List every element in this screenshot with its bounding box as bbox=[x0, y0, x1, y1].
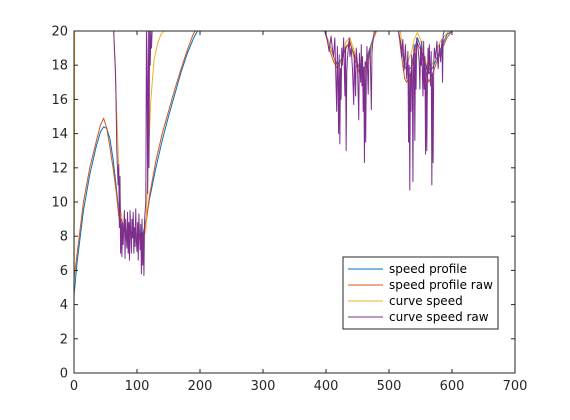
series-layer bbox=[73, 30, 515, 374]
x-tick-label: 200 bbox=[188, 379, 213, 394]
x-tick-label: 100 bbox=[125, 379, 150, 394]
x-tick-label: 400 bbox=[314, 379, 339, 394]
y-tick-label: 0 bbox=[60, 367, 68, 382]
x-tick-label: 700 bbox=[503, 379, 528, 394]
y-tick-label: 18 bbox=[51, 59, 68, 74]
x-tick-label: 0 bbox=[70, 379, 78, 394]
legend-label-curve-speed: curve speed bbox=[389, 294, 463, 308]
y-tick-label: 4 bbox=[60, 298, 68, 313]
legend-label-curve-speed-raw: curve speed raw bbox=[389, 310, 489, 324]
x-tick-label: 300 bbox=[251, 379, 276, 394]
y-tick-label: 14 bbox=[51, 127, 68, 142]
y-tick-label: 12 bbox=[51, 161, 68, 176]
y-tick-label: 8 bbox=[60, 230, 68, 245]
x-tick-label: 500 bbox=[377, 379, 402, 394]
y-tick-label: 20 bbox=[51, 25, 68, 40]
x-tick-label: 600 bbox=[440, 379, 465, 394]
tick-layer: 0 100 200 300 400 500 600 700 0 2 4 6 8 10 12 14 16 18 20 bbox=[51, 25, 527, 395]
legend: speed profile speed profile raw curve spee… bbox=[342, 256, 499, 330]
y-tick-label: 6 bbox=[60, 264, 68, 279]
legend-label-speed-profile-raw: speed profile raw bbox=[389, 278, 493, 292]
legend-label-speed-profile: speed profile bbox=[389, 262, 467, 276]
y-tick-label: 16 bbox=[51, 93, 68, 108]
y-tick-label: 10 bbox=[51, 196, 68, 211]
series-line-curve-speed-raw bbox=[74, 30, 515, 277]
y-tick-label: 2 bbox=[60, 332, 68, 347]
